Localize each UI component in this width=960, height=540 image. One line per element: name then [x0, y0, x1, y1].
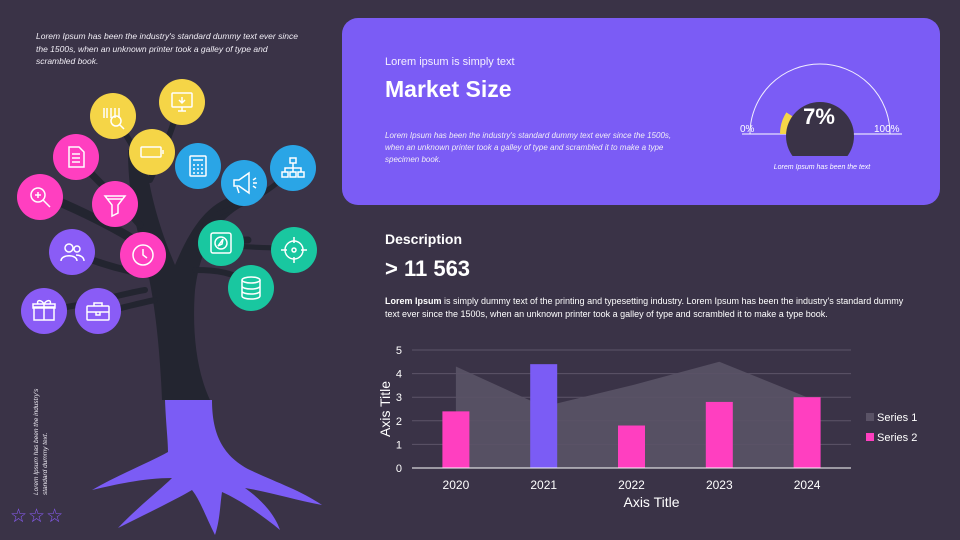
gift-icon[interactable] [21, 288, 67, 334]
target-icon[interactable] [271, 227, 317, 273]
series-2-bar [793, 397, 821, 468]
calculator-icon[interactable] [175, 143, 221, 189]
intro-text: Lorem Ipsum has been the industry's stan… [36, 31, 298, 66]
description-heading: Description [385, 231, 463, 247]
database-icon[interactable] [228, 265, 274, 311]
x-tick-label: 2021 [530, 478, 557, 492]
x-tick-label: 2022 [618, 478, 645, 492]
gauge-track [749, 63, 891, 135]
series-2-bar [530, 364, 558, 468]
gauge-hub [786, 102, 854, 156]
users-icon[interactable] [49, 229, 95, 275]
series-2-bar [705, 401, 733, 468]
legend-swatch [866, 413, 874, 421]
bar-chart: 0 1 2 3 4 5 2020 2021 2022 2023 2024 Axis Title Axis… [377, 345, 917, 510]
briefcase-icon[interactable] [75, 288, 121, 334]
card-kicker: Lorem ipsum is simply text [385, 56, 515, 68]
description-body-bold: Lorem Ipsum [385, 296, 442, 306]
legend-label: Series 2 [877, 432, 917, 444]
series-2-bar [618, 425, 645, 468]
gauge-min-label: 0% [740, 124, 755, 135]
description-body: Lorem Ipsum is simply dummy text of the … [385, 295, 915, 320]
description-number: > 11 563 [385, 256, 471, 281]
vertical-note: Lorem Ipsum has been the industry's stan… [33, 388, 49, 495]
clock-icon[interactable] [120, 232, 166, 278]
gauge-value: 7% [803, 104, 835, 129]
search-icon[interactable] [17, 174, 63, 220]
y-tick-label: 3 [396, 392, 402, 404]
barcode-icon[interactable] [90, 93, 136, 139]
funnel-icon[interactable] [92, 181, 138, 227]
battery-icon[interactable] [129, 129, 175, 175]
market-gauge [742, 63, 902, 156]
document-icon[interactable] [53, 134, 99, 180]
x-tick-label: 2023 [706, 478, 733, 492]
description-body-text: is simply dummy text of the printing and… [385, 296, 904, 319]
legend-swatch [866, 433, 874, 441]
x-tick-label: 2024 [794, 478, 821, 492]
y-tick-label: 1 [396, 439, 402, 451]
gauge-caption: Lorem Ipsum has been the text [773, 164, 871, 171]
monitor-icon[interactable] [159, 79, 205, 125]
y-tick-label: 2 [396, 416, 402, 428]
gauge-max-label: 100% [874, 124, 900, 135]
card-title: Market Size [385, 76, 512, 102]
rating-stars[interactable]: ☆☆☆ [10, 506, 65, 527]
series-2-bar [442, 411, 470, 468]
tree-roots [92, 400, 322, 535]
card-body: Lorem Ipsum has been the industry's stan… [385, 131, 672, 164]
compass-icon[interactable] [198, 220, 244, 266]
x-tick-label: 2020 [443, 478, 470, 492]
y-tick-label: 4 [396, 369, 402, 381]
y-tick-label: 5 [396, 345, 402, 357]
market-size-card: Lorem ipsum is simply text Market Size L… [342, 18, 940, 205]
megaphone-icon[interactable] [221, 160, 267, 206]
org-chart-icon[interactable] [270, 145, 316, 191]
y-axis-title: Axis Title [377, 381, 393, 437]
y-tick-label: 0 [396, 463, 402, 475]
legend-label: Series 1 [877, 412, 917, 424]
x-axis-title: Axis Title [623, 494, 679, 510]
